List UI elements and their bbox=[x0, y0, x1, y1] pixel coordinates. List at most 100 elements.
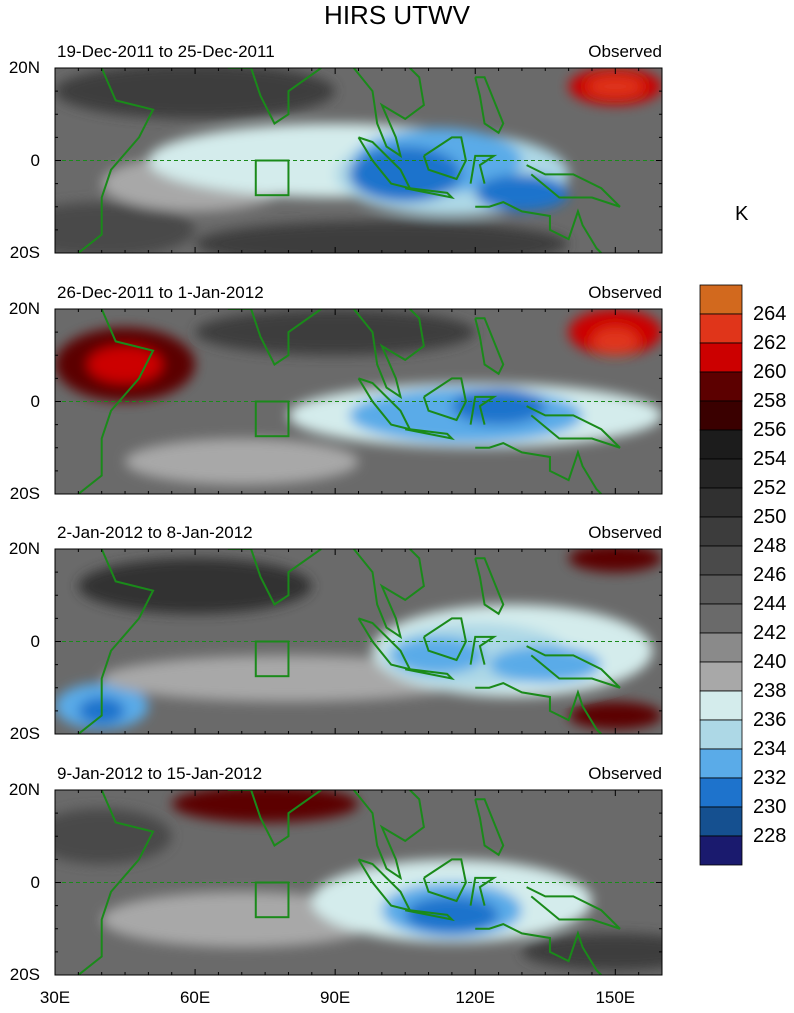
colorbar-label: 256 bbox=[753, 419, 787, 441]
region-box bbox=[254, 400, 290, 438]
colorbar-swatch bbox=[699, 371, 743, 402]
colorbar-swatch bbox=[699, 690, 743, 721]
y-tick-label: 0 bbox=[30, 150, 40, 170]
y-tick-label: 0 bbox=[30, 391, 40, 411]
colorbar-label: 258 bbox=[753, 390, 787, 412]
coastline bbox=[474, 557, 505, 616]
contour-region bbox=[195, 309, 476, 356]
colorbar-label: 262 bbox=[753, 332, 787, 354]
colorbar-label: 242 bbox=[753, 622, 787, 644]
region-box bbox=[254, 640, 290, 678]
panel-right-title: Observed bbox=[588, 283, 662, 302]
colorbar-label: 234 bbox=[753, 738, 787, 760]
colorbar-label: 238 bbox=[753, 680, 787, 702]
contour-region bbox=[101, 891, 382, 948]
x-tick-label: 60E bbox=[179, 988, 211, 1007]
x-tick-label: 150E bbox=[595, 988, 636, 1007]
x-tick-label: 30E bbox=[39, 988, 71, 1007]
contour-region bbox=[78, 558, 312, 614]
y-tick-label: 0 bbox=[30, 631, 40, 651]
colorbar-swatch bbox=[699, 313, 743, 344]
colorbar-label: 254 bbox=[753, 448, 787, 470]
colorbar-swatch bbox=[699, 806, 743, 837]
colorbar-label: 264 bbox=[753, 303, 787, 325]
coastline bbox=[404, 428, 455, 441]
contour-region bbox=[587, 77, 644, 96]
units-label: K bbox=[735, 203, 749, 225]
contour-region bbox=[171, 790, 359, 823]
contour-region bbox=[55, 202, 196, 253]
colorbar-swatch bbox=[699, 458, 743, 489]
map-panel bbox=[54, 67, 663, 254]
coastline bbox=[422, 136, 467, 181]
contour-region bbox=[87, 346, 163, 383]
coastline bbox=[353, 790, 425, 881]
x-tick-label: 120E bbox=[455, 988, 496, 1007]
coastline bbox=[227, 68, 322, 125]
panel-left-title: 2-Jan-2012 to 8-Jan-2012 bbox=[57, 523, 253, 542]
coastline bbox=[77, 549, 155, 734]
coastline bbox=[404, 668, 455, 681]
coastline bbox=[77, 68, 155, 253]
contour-region bbox=[521, 933, 662, 971]
colorbar-swatch bbox=[699, 574, 743, 605]
x-tick-label: 90E bbox=[320, 988, 351, 1007]
coastline bbox=[475, 442, 603, 494]
colorbar-label: 230 bbox=[753, 796, 787, 818]
colorbar-label: 252 bbox=[753, 477, 787, 499]
colorbar-swatch bbox=[699, 516, 743, 547]
contour-region bbox=[451, 387, 546, 425]
colorbar-label: 232 bbox=[753, 767, 787, 789]
panel-left-title: 9-Jan-2012 to 15-Jan-2012 bbox=[57, 764, 263, 783]
colorbar-swatch bbox=[699, 661, 743, 692]
contour-region bbox=[391, 636, 485, 674]
colorbar-swatch bbox=[699, 632, 743, 663]
coastline bbox=[422, 617, 467, 662]
coastline bbox=[474, 798, 505, 857]
contour-region bbox=[405, 896, 499, 934]
coastline bbox=[474, 76, 505, 135]
colorbar-swatch bbox=[699, 284, 743, 315]
y-tick-label: 20N bbox=[8, 58, 40, 77]
map-panel bbox=[54, 548, 663, 735]
colorbar-label: 240 bbox=[753, 651, 787, 673]
coastline bbox=[353, 68, 425, 159]
coastline bbox=[77, 309, 155, 494]
coastline bbox=[227, 309, 322, 366]
colorbar-swatch bbox=[699, 342, 743, 373]
coastline bbox=[227, 790, 322, 847]
coastline bbox=[353, 309, 425, 400]
coastline bbox=[526, 164, 621, 208]
coastline bbox=[475, 682, 603, 734]
coastline bbox=[475, 923, 603, 975]
colorbar-swatch bbox=[699, 429, 743, 460]
contour-region bbox=[568, 549, 662, 573]
panel-right-title: Observed bbox=[588, 42, 662, 61]
region-box bbox=[254, 881, 290, 919]
y-tick-label: 0 bbox=[30, 872, 40, 892]
colorbar-swatch bbox=[699, 719, 743, 750]
colorbar-swatch bbox=[699, 400, 743, 431]
contour-region bbox=[195, 220, 569, 253]
colorbar-label: 260 bbox=[753, 361, 787, 383]
panel-right-title: Observed bbox=[588, 764, 662, 783]
coastline bbox=[422, 377, 467, 422]
colorbar-swatch bbox=[699, 777, 743, 808]
coastline bbox=[353, 549, 425, 640]
colorbar-swatch bbox=[699, 748, 743, 779]
coastline bbox=[526, 405, 621, 449]
coastline bbox=[404, 909, 455, 922]
colorbar-label: 236 bbox=[753, 709, 787, 731]
coastline bbox=[474, 317, 505, 376]
coastline bbox=[469, 635, 498, 665]
colorbar-swatch bbox=[699, 603, 743, 634]
chart-title: HIRS UTWV bbox=[324, 0, 470, 30]
y-tick-label: 20N bbox=[8, 299, 40, 318]
y-tick-label: 20S bbox=[9, 965, 40, 984]
coastline bbox=[227, 549, 322, 606]
colorbar-label: 244 bbox=[753, 593, 787, 615]
colorbar-label: 248 bbox=[753, 535, 787, 557]
coastline bbox=[422, 858, 467, 903]
coastline bbox=[526, 645, 621, 689]
